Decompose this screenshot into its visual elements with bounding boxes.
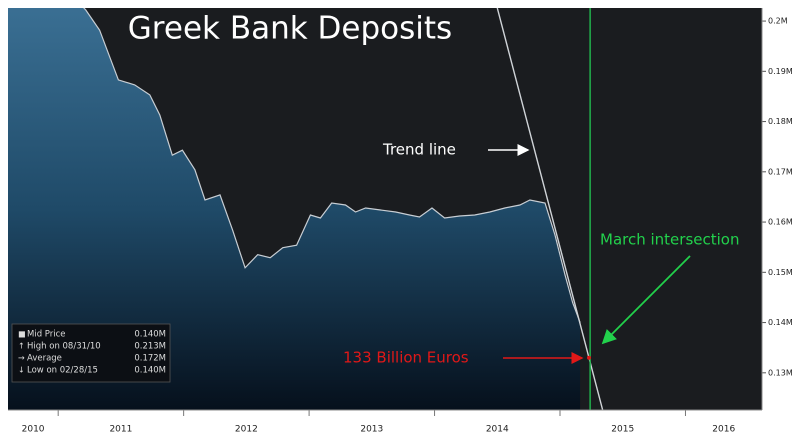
y-tick-label: 0.14M bbox=[768, 318, 793, 327]
y-tick-label: 0.13M bbox=[768, 368, 793, 377]
legend-symbol: ■ bbox=[18, 330, 26, 339]
legend-label: Mid Price bbox=[27, 330, 66, 340]
legend-label: High on 08/31/10 bbox=[27, 342, 101, 352]
y-tick-label: 0.19M bbox=[768, 67, 793, 76]
intersection-point bbox=[586, 355, 591, 360]
trend-label: Trend line bbox=[382, 141, 456, 159]
area-fill bbox=[8, 8, 581, 410]
y-tick-label: 0.17M bbox=[768, 167, 793, 176]
y-tick-label: 0.2M bbox=[768, 17, 788, 26]
y-tick-label: 0.18M bbox=[768, 117, 793, 126]
legend-symbol: → bbox=[18, 354, 25, 363]
legend-symbol: ↓ bbox=[18, 366, 25, 375]
x-tick-label: 2013 bbox=[360, 425, 383, 435]
x-tick-label: 2015 bbox=[611, 425, 634, 435]
chart-title: Greek Bank Deposits bbox=[128, 11, 452, 47]
legend-label: Low on 02/28/15 bbox=[27, 366, 98, 376]
area-line bbox=[83, 8, 581, 323]
x-tick-label: 2010 bbox=[22, 425, 45, 435]
legend-symbol: ↑ bbox=[18, 342, 25, 351]
x-tick-label: 2011 bbox=[109, 425, 132, 435]
legend: ■ Mid Price 0.140M ↑ High on 08/31/10 0.213M →… bbox=[11, 323, 171, 383]
legend-value: 0.172M bbox=[134, 354, 166, 364]
y-tick-label: 0.16M bbox=[768, 218, 793, 227]
y-tick-label: 0.15M bbox=[768, 268, 793, 277]
march-label: March intersection bbox=[600, 231, 739, 249]
x-tick-label: 2012 bbox=[235, 425, 258, 435]
axes: 0.13M 0.14M 0.15M 0.16M 0.17M 0.18M 0.19M 0.2M 2… bbox=[22, 17, 793, 435]
march-arrow bbox=[601, 255, 691, 345]
x-tick-label: 2014 bbox=[486, 425, 509, 435]
legend-value: 0.213M bbox=[134, 342, 166, 352]
trend-line bbox=[496, 8, 604, 410]
legend-value: 0.140M bbox=[134, 330, 166, 340]
deposit-label: 133 Billion Euros bbox=[343, 349, 469, 367]
legend-value: 0.140M bbox=[134, 366, 166, 376]
x-tick-label: 2016 bbox=[712, 425, 735, 435]
legend-label: Average bbox=[27, 354, 62, 364]
legend-box bbox=[11, 323, 171, 383]
plot-area bbox=[8, 8, 604, 410]
